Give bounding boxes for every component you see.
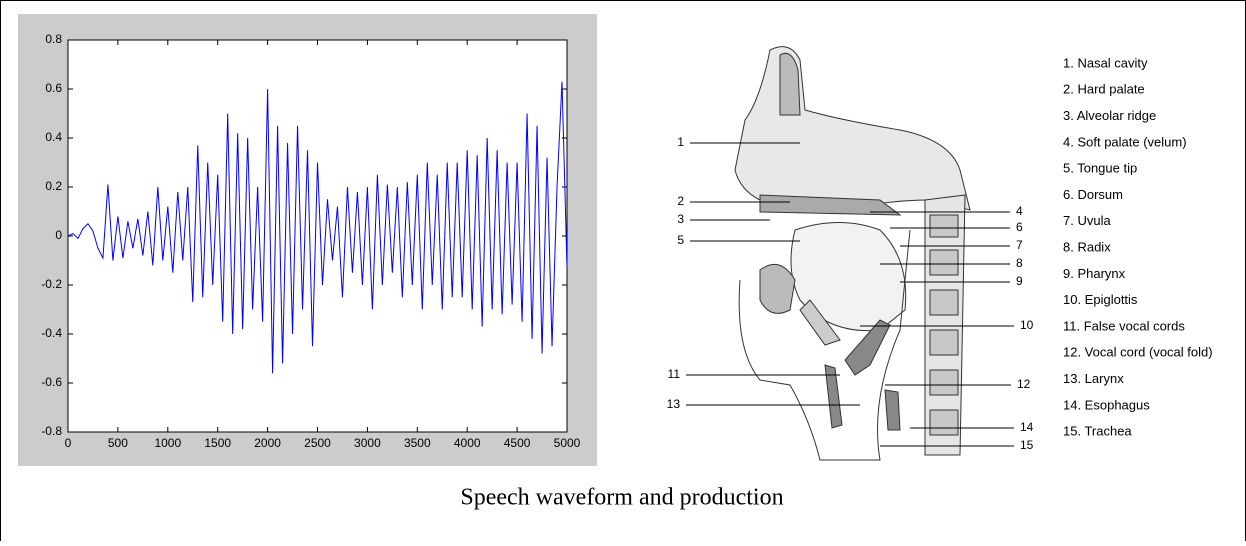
callout-number: 14 (1020, 420, 1034, 434)
y-tick-label: 0.4 (45, 130, 62, 144)
callout-number: 9 (1016, 274, 1023, 288)
legend-item: 1. Nasal cavity (1063, 55, 1148, 70)
legend-item: 7. Uvula (1063, 213, 1111, 228)
x-tick-label: 1500 (204, 436, 231, 450)
legend-item: 12. Vocal cord (vocal fold) (1063, 345, 1213, 360)
y-tick-label: 0.2 (45, 179, 62, 193)
anatomy (734, 46, 971, 461)
callout-number: 8 (1016, 256, 1023, 270)
legend-item: 10. Epiglottis (1063, 292, 1138, 307)
callout-number: 15 (1020, 438, 1034, 452)
callout-number: 5 (677, 233, 684, 247)
x-tick-label: 3000 (354, 436, 381, 450)
x-tick-label: 2000 (254, 436, 281, 450)
x-tick-label: 4000 (454, 436, 481, 450)
y-tick-label: -0.4 (41, 326, 62, 340)
legend-item: 14. Esophagus (1063, 397, 1150, 412)
y-tick-label: -0.6 (41, 375, 62, 389)
plot-area (67, 39, 568, 433)
callout-number: 10 (1020, 318, 1034, 332)
x-tick-label: 3500 (404, 436, 431, 450)
waveform (67, 81, 568, 374)
x-tick-label: 4500 (504, 436, 531, 450)
x-tick-label: 0 (65, 436, 72, 450)
callout-number: 2 (677, 194, 684, 208)
legend-item: 13. Larynx (1063, 371, 1124, 386)
caption: Speech waveform and production (460, 485, 783, 511)
callout-number: 13 (667, 397, 681, 411)
legend-item: 9. Pharynx (1063, 266, 1126, 281)
legend-item: 8. Radix (1063, 240, 1111, 255)
y-tick-label: -0.8 (41, 424, 62, 438)
legend-item: 5. Tongue tip (1063, 161, 1137, 176)
callout-number: 12 (1017, 377, 1031, 391)
legend-item: 2. Hard palate (1063, 82, 1145, 97)
y-tick-label: -0.2 (41, 277, 62, 291)
legend-item: 11. False vocal cords (1063, 318, 1185, 333)
x-tick-label: 500 (108, 436, 128, 450)
y-tick-label: 0.6 (45, 81, 62, 95)
callout-number: 3 (677, 212, 684, 226)
legend-item: 4. Soft palate (velum) (1063, 134, 1187, 149)
callout-number: 7 (1016, 238, 1023, 252)
x-tick-label: 1000 (154, 436, 181, 450)
callout-number: 6 (1016, 220, 1023, 234)
callout-number: 4 (1016, 204, 1023, 218)
legend-item: 15. Trachea (1063, 424, 1132, 439)
y-tick-label: 0.8 (45, 32, 62, 46)
x-tick-label: 5000 (554, 436, 581, 450)
callout-number: 11 (668, 367, 681, 381)
legend-item: 3. Alveolar ridge (1063, 108, 1156, 123)
x-tick-label: 2500 (304, 436, 331, 450)
y-tick-label: 0 (55, 228, 62, 242)
callout-number: 1 (677, 135, 684, 149)
legend-item: 6. Dorsum (1063, 187, 1123, 202)
